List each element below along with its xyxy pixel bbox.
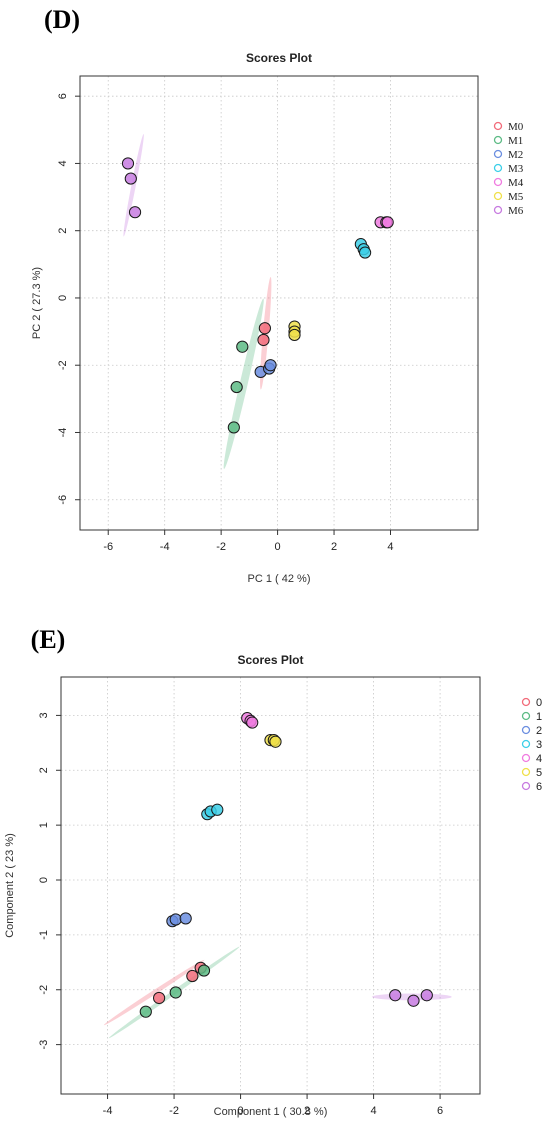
legend-marker-2 [521,725,531,735]
legend-label-M3: M3 [508,163,524,175]
legend-label-M6: M6 [508,205,524,217]
x-axis-label: Component 1 ( 30.8 %) [214,1106,328,1118]
plot-frame [79,75,479,531]
data-point-M1 [227,421,240,434]
plot-title: Scores Plot [237,653,303,667]
legend-label-M4: M4 [508,177,524,189]
x-tick-label: 4 [371,1105,377,1117]
y-tick-label: -2 [38,985,50,995]
y-tick-label: -1 [38,930,50,940]
confidence-ellipse-0 [103,959,205,1026]
legend: M0 M1 M2 M3 M4 M5 M6 [493,121,524,217]
data-point-M6 [121,157,135,170]
legend-marker-M1 [493,135,503,145]
x-tick-label: 6 [437,1105,443,1117]
plot-title: Scores Plot [246,51,312,65]
legend-label-M5: M5 [508,191,524,203]
legend-label-4: 4 [536,753,542,765]
panel-label: (D) [44,5,80,34]
data-point-2 [179,912,192,925]
chart-panel-e: (E) Scores Plot -4 -2 0 2 4 6 -3 -2 -1 0 1 2 3 Componen… [4,625,542,1118]
x-tick-label: 4 [387,541,393,553]
x-axis-label: PC 1 ( 42 %) [248,573,311,585]
data-point-3 [211,803,224,816]
legend-label-M2: M2 [508,149,523,161]
y-tick-label: 3 [38,712,50,718]
legend-marker-M4 [493,177,503,187]
legend-marker-M3 [493,163,503,173]
x-tick-label: 0 [238,1105,244,1117]
y-tick-label: -3 [38,1040,50,1050]
y-tick-label: -4 [57,428,69,438]
data-point-6 [389,989,402,1002]
y-tick-label: 0 [57,295,69,301]
data-point-M5 [288,328,301,342]
legend-label-2: 2 [536,725,542,737]
legend-label-0: 0 [536,697,542,709]
x-tick-label: -2 [169,1105,179,1117]
data-point-M0 [258,322,271,335]
data-point-2 [169,913,182,926]
plot-frame [60,676,481,1095]
legend: 0 1 2 3 4 5 6 [521,697,542,793]
data-point-1 [139,1005,152,1018]
x-tick-label: -6 [103,541,113,553]
y-tick-label: 0 [38,877,50,883]
data-point-M2 [264,359,277,372]
legend-marker-M6 [493,205,503,215]
data-point-5 [269,735,282,748]
legend-marker-M5 [493,191,503,201]
legend-marker-1 [521,711,531,721]
data-point-M1 [230,380,243,394]
legend-label-M0: M0 [508,121,524,133]
confidence-ellipse-M6 [123,134,144,237]
legend-marker-M2 [493,149,503,159]
legend-label-5: 5 [536,767,542,779]
legend-label-6: 6 [536,781,542,793]
legend-label-M1: M1 [508,135,523,147]
data-point-0 [152,991,166,1005]
x-tick-label: -4 [160,541,170,553]
y-tick-label: 6 [57,93,69,99]
data-point-6 [420,989,433,1002]
legend-marker-5 [521,767,531,777]
legend-label-1: 1 [536,711,542,723]
y-axis-label: PC 2 ( 27.3 %) [31,267,43,339]
legend-marker-4 [521,753,531,763]
y-tick-label: 2 [38,767,50,773]
x-tick-label: -2 [216,541,226,553]
y-tick-label: -2 [57,360,69,370]
data-point-4 [246,716,259,729]
y-tick-label: 1 [38,822,50,828]
data-point-M0 [257,333,270,347]
data-point-M4 [381,216,394,229]
data-point-M6 [128,206,142,219]
legend-marker-3 [521,739,531,749]
y-tick-label: -6 [57,495,69,505]
x-tick-label: -4 [103,1105,113,1117]
chart-panel-d: (D) Scores Plot -6 -4 -2 0 2 4 -6 -4 -2 0 2 4 6 PC 1 ( … [31,5,524,585]
data-point-0 [186,969,199,983]
y-tick-label: 2 [57,228,69,234]
legend-marker-0 [521,697,531,707]
data-point-1 [169,986,182,999]
data-point-M3 [358,246,372,259]
x-tick-label: 2 [304,1105,310,1117]
data-point-1 [197,964,211,977]
data-point-M1 [236,340,249,353]
data-point-6 [407,994,420,1007]
y-tick-label: 4 [57,160,69,166]
x-tick-label: 0 [275,541,281,553]
y-axis-label: Component 2 ( 23 %) [4,833,16,938]
x-tick-label: 2 [331,541,337,553]
panel-label: (E) [31,625,66,654]
legend-marker-6 [521,781,531,791]
legend-label-3: 3 [536,739,542,751]
data-point-M6 [124,172,137,185]
legend-marker-M0 [493,121,503,131]
